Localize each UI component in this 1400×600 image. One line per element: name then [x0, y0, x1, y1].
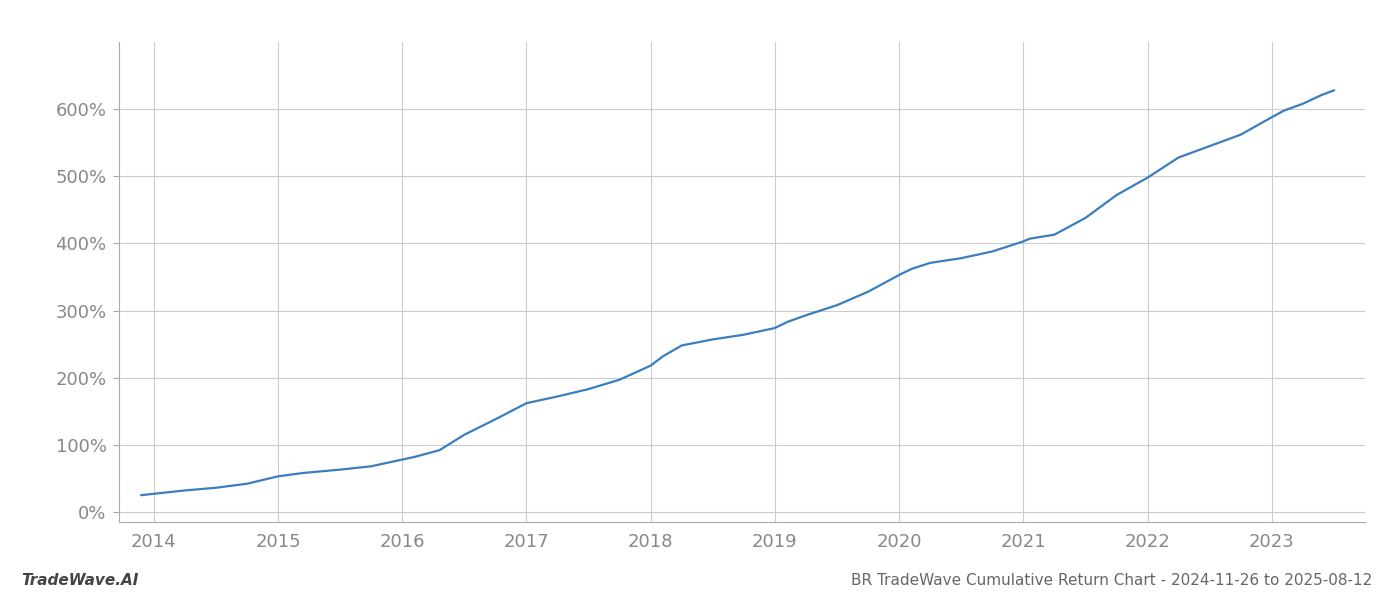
- Text: BR TradeWave Cumulative Return Chart - 2024-11-26 to 2025-08-12: BR TradeWave Cumulative Return Chart - 2…: [851, 573, 1372, 588]
- Text: TradeWave.AI: TradeWave.AI: [21, 573, 139, 588]
